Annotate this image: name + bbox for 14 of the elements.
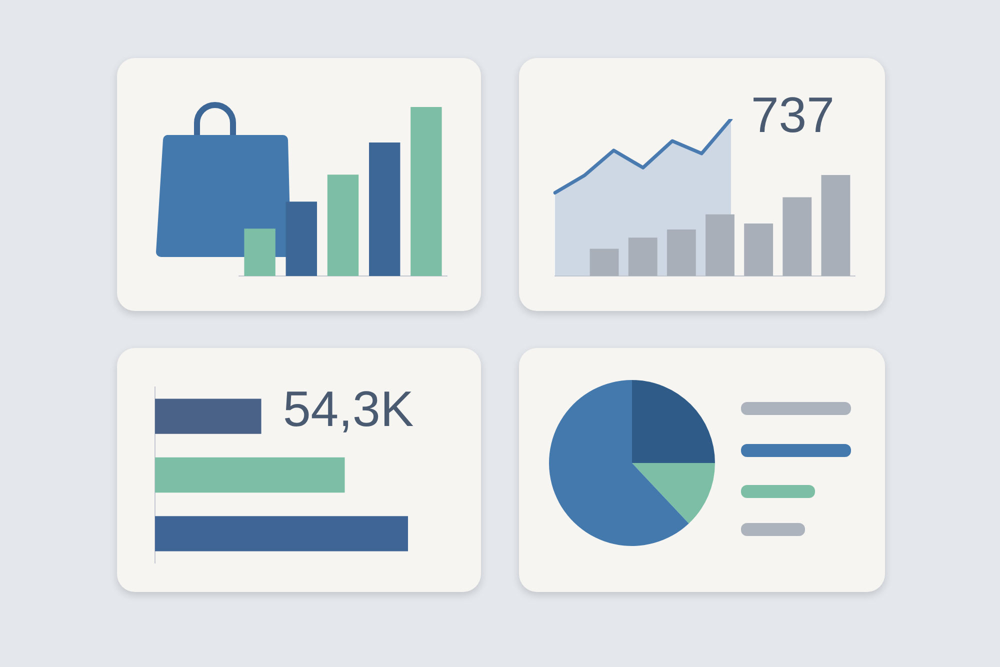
bar bbox=[286, 202, 317, 276]
bar bbox=[369, 142, 400, 276]
bar bbox=[410, 107, 442, 276]
bar bbox=[327, 174, 359, 276]
bar bbox=[744, 223, 774, 276]
text: 737 bbox=[751, 86, 834, 144]
bar bbox=[706, 214, 734, 276]
bar bbox=[590, 248, 619, 276]
bar bbox=[821, 175, 850, 276]
bar bbox=[628, 238, 658, 276]
bar bbox=[244, 228, 276, 276]
annotation: 54,3K bbox=[283, 380, 414, 438]
bar bbox=[782, 197, 812, 276]
bar bbox=[666, 230, 696, 276]
